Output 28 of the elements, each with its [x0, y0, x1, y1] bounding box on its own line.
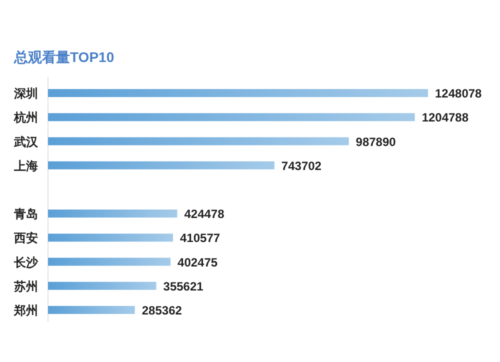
bar	[48, 282, 156, 290]
bar	[48, 234, 174, 242]
bar	[48, 89, 428, 98]
y-tick-label: 长沙	[13, 255, 39, 270]
bar	[48, 137, 349, 146]
data-label: 410577	[180, 231, 220, 246]
data-label: 285362	[142, 303, 182, 318]
data-label: 1204788	[422, 110, 469, 125]
y-tick-label: 杭州	[13, 110, 38, 125]
data-label: 1248078	[435, 86, 482, 101]
y-tick-label: 西安	[13, 231, 38, 246]
y-tick-label: 上海	[13, 158, 38, 173]
bar	[48, 210, 178, 218]
bar	[48, 113, 415, 122]
y-tick-label: 青岛	[13, 207, 38, 222]
bar	[48, 306, 135, 314]
data-label: 743702	[281, 158, 322, 173]
bar	[48, 161, 274, 170]
data-label: 402475	[178, 255, 218, 270]
data-label: 355621	[163, 279, 204, 294]
chart-title: 总观看量TOP10	[13, 49, 114, 65]
bar	[48, 258, 171, 266]
y-tick-label: 深圳	[13, 86, 38, 101]
y-tick-label: 郑州	[13, 303, 38, 318]
y-tick-label: 武汉	[13, 134, 39, 149]
y-tick-label: 苏州	[13, 279, 38, 294]
data-label: 987890	[356, 134, 396, 149]
data-label: 424478	[184, 207, 225, 222]
